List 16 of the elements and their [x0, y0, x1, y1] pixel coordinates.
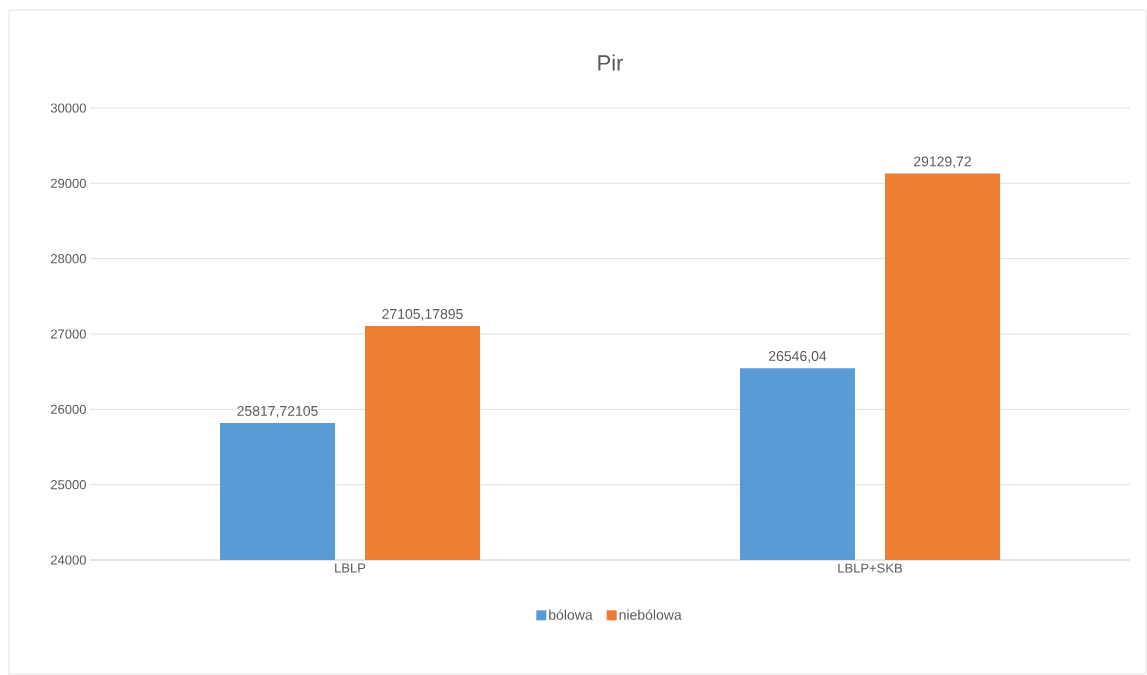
legend-label: niebólowa [619, 609, 682, 620]
x-tick-label: LBLP+SKB [838, 563, 903, 573]
chart-title: Pir [598, 54, 624, 71]
data-label: 27105,17895 [382, 308, 463, 321]
y-tick-label: 25000 [50, 480, 86, 490]
x-tick-label: LBLP [335, 563, 366, 573]
y-tick-label: 27000 [50, 329, 86, 339]
y-tick-label: 29000 [50, 178, 86, 188]
y-tick-label: 26000 [50, 404, 86, 414]
y-tick-label: 28000 [50, 254, 86, 264]
data-label: 29129,72 [914, 156, 971, 169]
y-tick-label: 24000 [50, 555, 86, 565]
data-label: 26546,04 [769, 351, 827, 363]
legend-label: bólowa [549, 609, 593, 620]
data-label: 25817,72105 [237, 405, 318, 418]
y-tick-label: 30000 [50, 103, 86, 113]
